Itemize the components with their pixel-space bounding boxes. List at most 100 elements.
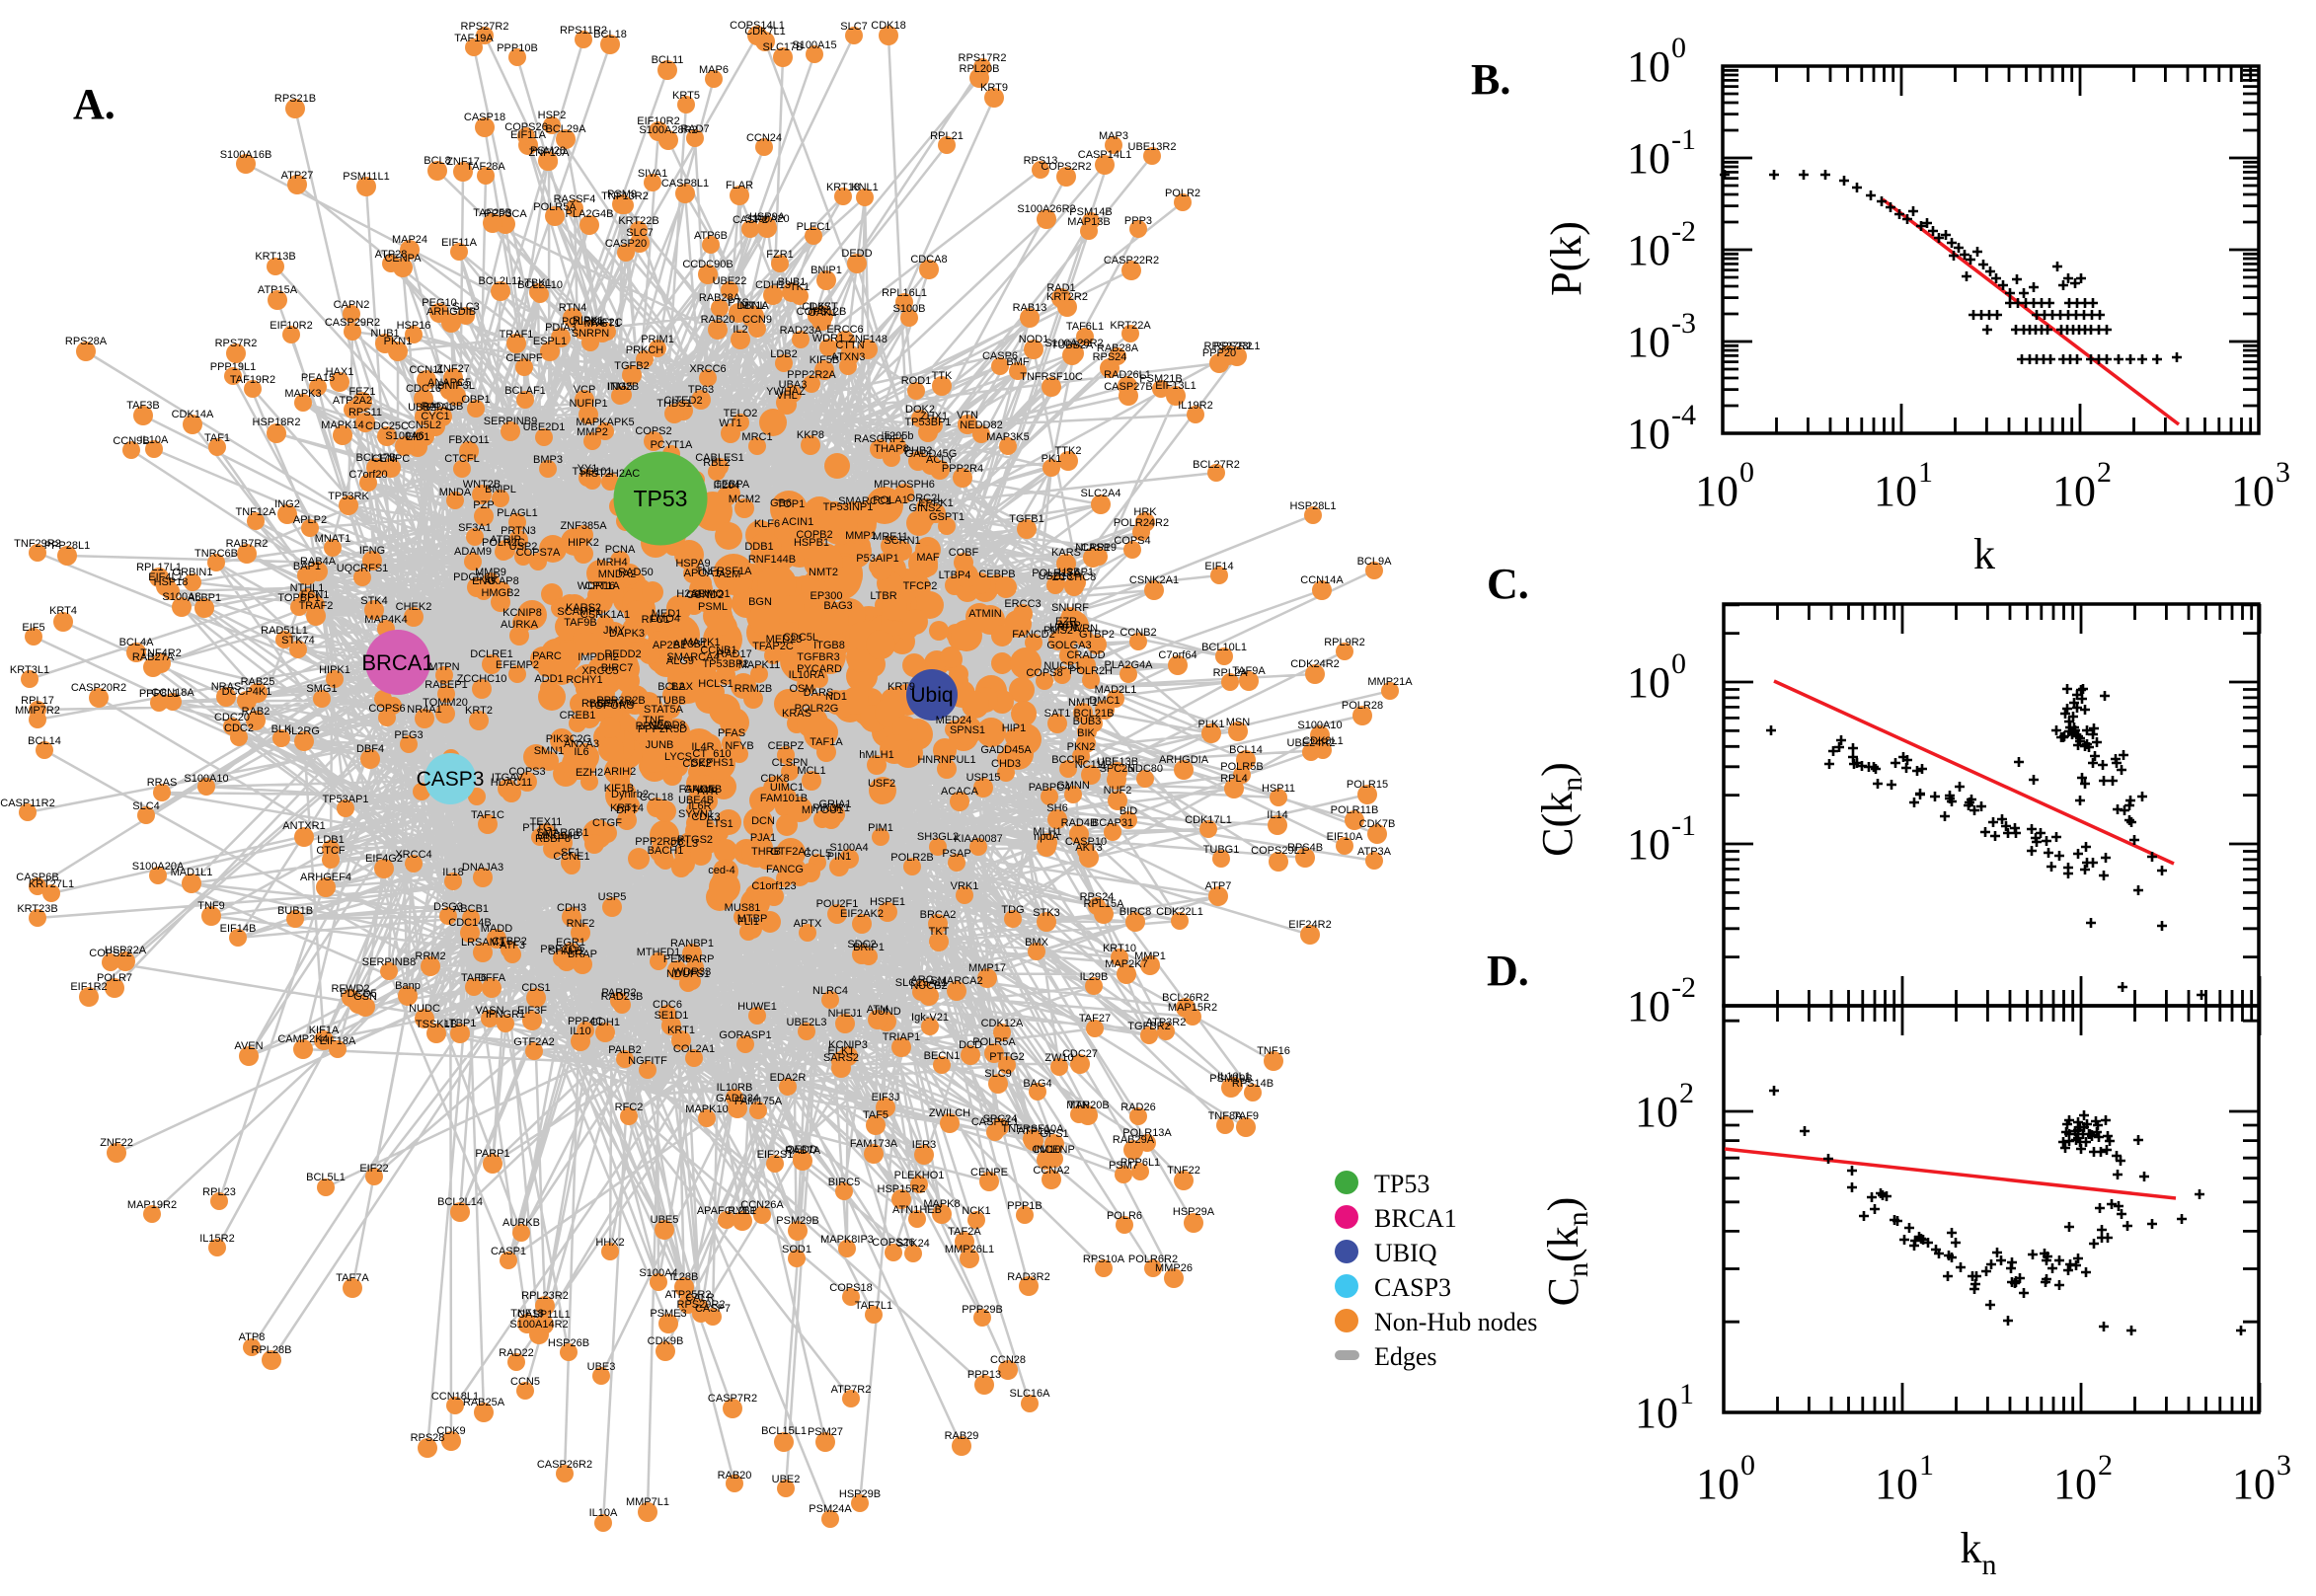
svg-text:TUBG1: TUBG1 bbox=[1203, 844, 1240, 856]
svg-text:CAPN2: CAPN2 bbox=[334, 299, 370, 311]
svg-text:SLC4: SLC4 bbox=[132, 800, 160, 812]
svg-text:MLH1: MLH1 bbox=[1033, 826, 1061, 838]
svg-text:KARS2: KARS2 bbox=[566, 602, 601, 614]
svg-text:npdA: npdA bbox=[1034, 831, 1059, 843]
svg-text:HSPA9: HSPA9 bbox=[675, 558, 710, 570]
svg-text:PPP2R2B: PPP2R2B bbox=[596, 695, 646, 707]
svg-text:EIF5: EIF5 bbox=[22, 622, 44, 634]
svg-text:USBP1: USBP1 bbox=[1058, 567, 1094, 578]
svg-text:CDS1: CDS1 bbox=[521, 982, 550, 994]
svg-text:EID1: EID1 bbox=[406, 431, 429, 443]
svg-text:ETS1: ETS1 bbox=[706, 818, 733, 830]
svg-text:ATP28: ATP28 bbox=[375, 249, 408, 261]
svg-text:PLK1: PLK1 bbox=[1198, 719, 1225, 730]
svg-text:KRT14: KRT14 bbox=[610, 802, 644, 814]
svg-text:10: 10 bbox=[1627, 134, 1670, 183]
svg-text:HRH1: HRH1 bbox=[1049, 622, 1079, 634]
svg-text:CDC2: CDC2 bbox=[224, 722, 254, 734]
svg-text:TUBB2A: TUBB2A bbox=[1051, 340, 1094, 351]
svg-text:POLR28: POLR28 bbox=[1342, 700, 1383, 712]
svg-text:PPP2R5B: PPP2R5B bbox=[635, 836, 684, 848]
svg-text:1: 1 bbox=[1918, 456, 1933, 489]
svg-text:POLR15: POLR15 bbox=[1347, 779, 1388, 791]
svg-text:RYBP: RYBP bbox=[728, 1205, 757, 1217]
svg-text:EIF24R2: EIF24R2 bbox=[1288, 919, 1331, 931]
svg-text:ARC: ARC bbox=[910, 974, 933, 986]
svg-text:10: 10 bbox=[1635, 1088, 1678, 1136]
svg-text:PCNA: PCNA bbox=[605, 544, 636, 556]
svg-text:k: k bbox=[1973, 530, 1995, 578]
svg-text:CASP10: CASP10 bbox=[1065, 836, 1107, 848]
svg-text:SARS2: SARS2 bbox=[823, 1052, 859, 1064]
svg-text:CCN9B: CCN9B bbox=[113, 435, 149, 447]
svg-text:MAP13B: MAP13B bbox=[1067, 216, 1110, 228]
svg-text:CYC1: CYC1 bbox=[421, 411, 449, 422]
svg-text:PKN1: PKN1 bbox=[384, 336, 413, 347]
svg-text:-2: -2 bbox=[1671, 215, 1696, 248]
svg-text:RPS11R2: RPS11R2 bbox=[560, 25, 607, 37]
svg-text:APOA1: APOA1 bbox=[684, 568, 721, 579]
svg-text:CDC25C: CDC25C bbox=[365, 420, 409, 432]
svg-text:PIK3R1: PIK3R1 bbox=[812, 802, 850, 814]
svg-text:ING5: ING5 bbox=[607, 381, 633, 393]
svg-text:RAB20: RAB20 bbox=[718, 1470, 752, 1482]
svg-text:RPS28: RPS28 bbox=[411, 1432, 445, 1444]
svg-text:FANCD2: FANCD2 bbox=[1012, 629, 1054, 641]
svg-text:STK74: STK74 bbox=[281, 635, 315, 646]
svg-text:HSP18: HSP18 bbox=[154, 576, 189, 588]
svg-text:PYCARD: PYCARD bbox=[797, 663, 842, 675]
svg-text:PSM7: PSM7 bbox=[1109, 1160, 1138, 1172]
svg-text:RFC2: RFC2 bbox=[615, 1102, 644, 1113]
svg-text:MMP7R2: MMP7R2 bbox=[15, 705, 60, 717]
svg-text:UBE13: UBE13 bbox=[1039, 570, 1073, 582]
svg-text:COPS7A: COPS7A bbox=[516, 547, 561, 559]
svg-text:BCL14: BCL14 bbox=[1229, 744, 1263, 756]
svg-text:DARS: DARS bbox=[804, 687, 834, 699]
svg-text:RAD13B: RAD13B bbox=[422, 401, 464, 413]
svg-text:RNF2: RNF2 bbox=[567, 918, 595, 930]
svg-text:BCL8: BCL8 bbox=[424, 155, 451, 167]
svg-text:RAD3R2: RAD3R2 bbox=[1007, 1271, 1049, 1283]
svg-text:UBE2L3: UBE2L3 bbox=[787, 1017, 827, 1028]
svg-text:S100A6: S100A6 bbox=[385, 430, 424, 442]
svg-text:IL6: IL6 bbox=[574, 746, 588, 758]
svg-text:ADAM9: ADAM9 bbox=[454, 546, 492, 558]
svg-text:KARS: KARS bbox=[1051, 547, 1081, 559]
svg-text:DEDD: DEDD bbox=[841, 248, 872, 260]
svg-text:CASP8L1: CASP8L1 bbox=[661, 178, 709, 190]
svg-text:NUCB1: NUCB1 bbox=[1043, 660, 1080, 672]
svg-text:S100A15: S100A15 bbox=[792, 39, 836, 51]
svg-text:UBE22: UBE22 bbox=[713, 275, 747, 287]
svg-text:BRAP: BRAP bbox=[568, 949, 597, 960]
svg-text:LTBP4: LTBP4 bbox=[939, 570, 971, 581]
svg-text:BRCA2: BRCA2 bbox=[920, 909, 957, 921]
svg-text:EIF10A: EIF10A bbox=[1327, 831, 1363, 843]
svg-text:HRK: HRK bbox=[1133, 506, 1157, 518]
svg-text:PCYT1A: PCYT1A bbox=[651, 439, 693, 451]
svg-text:EPPK1: EPPK1 bbox=[918, 497, 953, 509]
svg-text:BMX: BMX bbox=[1025, 937, 1049, 949]
svg-text:PPP8L1: PPP8L1 bbox=[139, 688, 179, 700]
svg-text:TP53BP1: TP53BP1 bbox=[904, 417, 951, 428]
svg-text:ATP3R2: ATP3R2 bbox=[1146, 1017, 1187, 1028]
svg-text:UQCRFS1: UQCRFS1 bbox=[337, 563, 389, 574]
svg-text:ITGAV: ITGAV bbox=[492, 772, 524, 784]
svg-text:ESPL1: ESPL1 bbox=[533, 336, 567, 347]
svg-text:BUB1: BUB1 bbox=[778, 276, 807, 288]
svg-text:COPS2R2: COPS2R2 bbox=[1041, 161, 1091, 173]
svg-text:BLK: BLK bbox=[271, 723, 292, 735]
svg-text:PPP2R5D: PPP2R5D bbox=[638, 723, 687, 735]
svg-text:IL19R2: IL19R2 bbox=[1178, 400, 1212, 412]
svg-text:RPS21B: RPS21B bbox=[274, 93, 316, 105]
svg-text:KCNIP8: KCNIP8 bbox=[502, 607, 542, 619]
svg-text:GADD45A: GADD45A bbox=[980, 744, 1032, 756]
svg-text:CTGF: CTGF bbox=[592, 817, 622, 829]
svg-text:2: 2 bbox=[2097, 456, 2112, 489]
svg-text:D.: D. bbox=[1487, 947, 1529, 995]
svg-text:HSP15R2: HSP15R2 bbox=[878, 1183, 926, 1195]
svg-text:CASP14L1: CASP14L1 bbox=[1078, 149, 1131, 161]
svg-text:BCL26R2: BCL26R2 bbox=[1162, 992, 1209, 1004]
svg-text:CASP29R2: CASP29R2 bbox=[325, 317, 380, 329]
svg-text:CITED2: CITED2 bbox=[663, 395, 702, 407]
svg-text:PPP1B: PPP1B bbox=[1007, 1200, 1042, 1212]
